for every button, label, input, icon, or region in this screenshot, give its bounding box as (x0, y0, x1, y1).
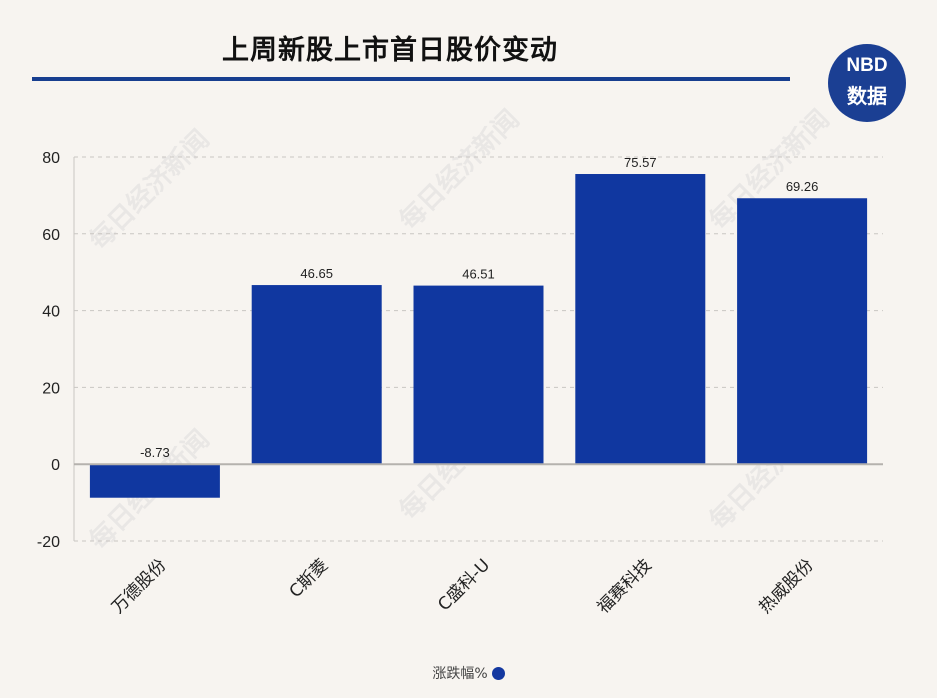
legend-label: 涨跌幅% (432, 666, 488, 682)
bar (737, 198, 868, 465)
chart-title: 上周新股上市首日股价变动 (222, 35, 558, 66)
y-tick-label: 0 (51, 457, 60, 474)
data-label: 69.26 (786, 179, 819, 194)
x-tick-label: 热威股份 (755, 555, 817, 617)
bar (89, 464, 220, 498)
legend: 涨跌幅% (0, 663, 937, 683)
x-tick-label: C斯菱 (286, 555, 333, 602)
x-tick-label: 万德股份 (108, 555, 170, 617)
data-label: -8.73 (140, 445, 170, 460)
legend-swatch (491, 667, 505, 680)
bar (575, 174, 706, 465)
x-tick-label: C盛科-U (434, 555, 494, 615)
y-tick-label: 20 (42, 380, 60, 397)
data-label: 75.57 (624, 155, 657, 170)
logo-text-nbd: NBD (846, 55, 888, 76)
logo-text-data: 数据 (847, 84, 887, 108)
y-tick-label: 40 (42, 304, 60, 321)
y-tick-label: -20 (37, 534, 60, 551)
nbd-logo: NBD 数据 (828, 44, 906, 122)
data-label: 46.65 (300, 266, 333, 281)
title-underline (32, 77, 790, 81)
data-label: 46.51 (462, 267, 495, 282)
bar (413, 285, 544, 465)
y-tick-label: 60 (42, 227, 60, 244)
bar (251, 285, 382, 465)
y-tick-label: 80 (42, 150, 60, 167)
x-tick-label: 福赛科技 (593, 555, 656, 618)
